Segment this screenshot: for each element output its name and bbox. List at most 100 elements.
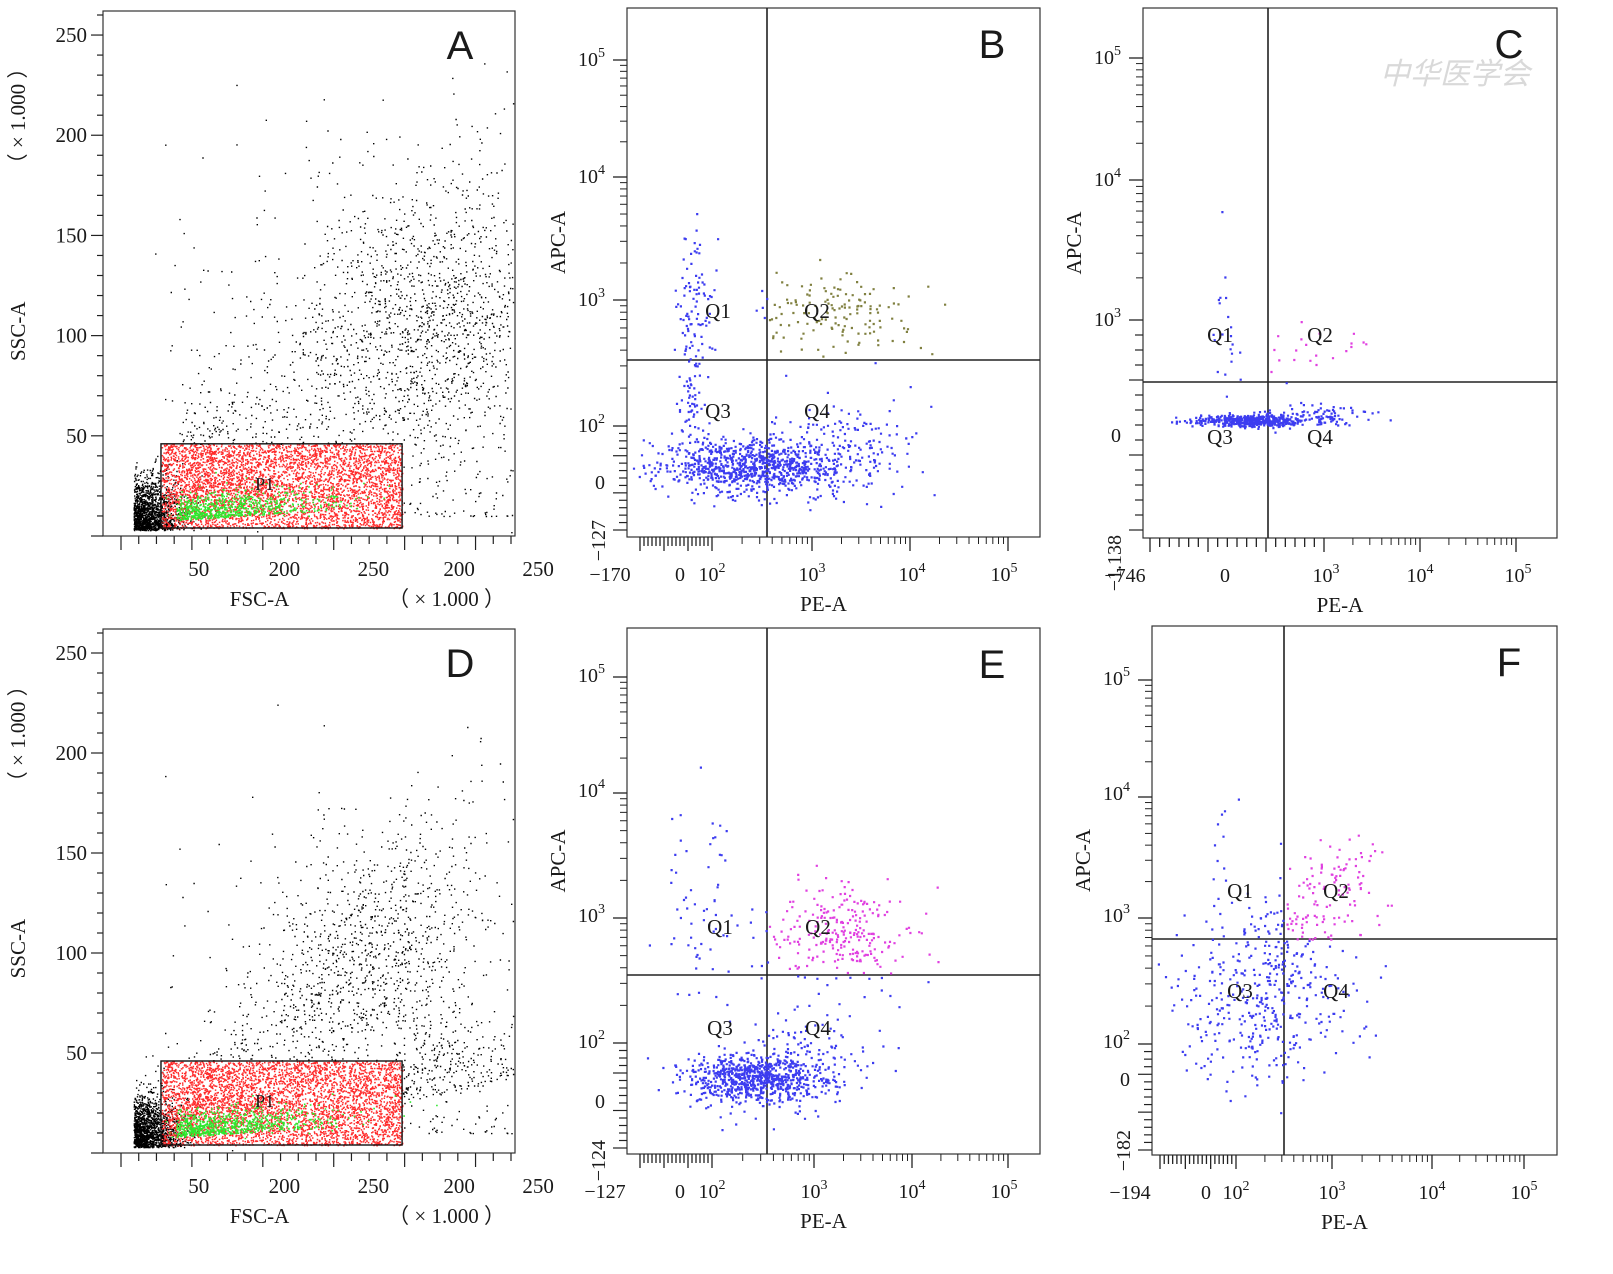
events-q2 (1270, 321, 1368, 374)
x-tick-label: 103 (801, 1178, 828, 1203)
plot-frame (626, 7, 1041, 538)
events-gated (161, 1061, 404, 1147)
quadrant-label-q2: Q2 (805, 915, 831, 939)
y-tick-label: −182 (1113, 1130, 1135, 1171)
x-axis-ticks (120, 536, 512, 550)
y-tick-label: 200 (56, 741, 88, 765)
axis-ticks (1138, 679, 1525, 1169)
y-tick-label: 0 (595, 472, 605, 494)
x-tick-label: 102 (699, 1178, 726, 1203)
y-tick-label: 105 (1103, 665, 1130, 690)
x-tick-label: 50 (188, 1174, 209, 1198)
quadrant-label-q3: Q3 (707, 1016, 733, 1040)
x-tick-label: 250 (522, 557, 554, 581)
x-axis-label: PE-A (800, 592, 848, 616)
watermark: 中华医学会 (1380, 57, 1533, 92)
y-axis-label: APC-A (1062, 211, 1086, 275)
x-tick-label: 105 (991, 1178, 1018, 1203)
scatter-points (632, 213, 947, 512)
x-tick-label: −194 (1109, 1182, 1150, 1204)
y-tick-label: 50 (66, 1041, 87, 1065)
x-axis-label: PE-A (1321, 1210, 1369, 1234)
axis-ticks (613, 59, 1009, 551)
axis-ticks (1129, 57, 1517, 552)
quadrant-label-q2: Q2 (1323, 879, 1349, 903)
y-scale-note: （ × 1.000 ） (6, 58, 30, 175)
x-tick-label: 200 (269, 557, 301, 581)
events-q1 (648, 766, 770, 973)
quadrant-label-q1: Q1 (1207, 323, 1233, 347)
events-black (133, 704, 515, 1152)
gate-label: P1 (255, 474, 274, 494)
y-tick-label: 0 (1111, 425, 1121, 447)
scatter-points (646, 766, 940, 1132)
events-q4 (767, 975, 930, 1131)
x-tick-label: 0 (1220, 565, 1230, 587)
plot-frame (102, 628, 516, 1154)
plot-frame (626, 627, 1041, 1155)
plot-frame (102, 10, 516, 537)
x-tick-label: 102 (699, 561, 726, 586)
y-tick-label: 0 (595, 1091, 605, 1113)
x-axis-label: PE-A (800, 1209, 848, 1233)
x-tick-label: −746 (1104, 565, 1145, 587)
panel-label: D (446, 642, 475, 686)
y-axis-ticks (91, 14, 103, 537)
panel-label: C (1495, 23, 1524, 67)
scatter-points (133, 704, 515, 1152)
quadrant-label-q1: Q1 (705, 299, 731, 323)
gate-p1 (160, 1060, 403, 1146)
y-tick-label: −124 (588, 1140, 610, 1181)
y-tick-label: 50 (66, 424, 87, 448)
y-tick-label: 103 (578, 286, 605, 311)
y-tick-label: −127 (588, 520, 610, 561)
y-tick-label: 105 (578, 662, 605, 687)
plot-frame (1142, 7, 1558, 539)
events-q3 (632, 360, 770, 508)
events-q2 (768, 258, 947, 358)
events-subset (165, 471, 390, 522)
scatter-points (1157, 798, 1393, 1115)
x-tick-label: 103 (1313, 562, 1340, 587)
events-q3 (1171, 395, 1271, 430)
x-tick-label: 104 (1419, 1179, 1446, 1204)
events-q1 (1175, 798, 1285, 941)
y-tick-label: 103 (1094, 306, 1121, 331)
x-tick-label: 50 (188, 557, 209, 581)
quadrant-label-q3: Q3 (705, 399, 731, 423)
y-tick-label: −1.138 (1104, 535, 1126, 591)
y-tick-label: 105 (1094, 44, 1121, 69)
panel-label: F (1497, 641, 1521, 685)
x-tick-label: 250 (358, 1174, 390, 1198)
x-tick-label: 0 (675, 564, 685, 586)
x-axis-ticks (120, 1153, 512, 1167)
x-tick-label: 104 (899, 1178, 926, 1203)
quadrant-label-q2: Q2 (1307, 323, 1333, 347)
y-tick-label: 150 (56, 841, 88, 865)
events-q3 (1157, 940, 1287, 1115)
x-tick-label: 105 (1511, 1179, 1538, 1204)
y-tick-label: 250 (56, 23, 88, 47)
x-tick-label: −127 (584, 1181, 625, 1203)
panel-E: −127 0 102 103 104 105 −124 0 102 103 104 105 PE-A AP… (546, 627, 1041, 1233)
y-tick-label: 102 (578, 412, 605, 437)
scatter-points (1171, 211, 1392, 434)
x-tick-label: 105 (1505, 562, 1532, 587)
y-tick-label: 102 (1103, 1028, 1130, 1053)
x-tick-label: 105 (991, 561, 1018, 586)
events-q3 (646, 977, 770, 1132)
quadrant-label-q4: Q4 (1307, 425, 1333, 449)
quadrant-label-q3: Q3 (1227, 979, 1253, 1003)
scatter-points (133, 63, 515, 534)
x-tick-label: 103 (1319, 1179, 1346, 1204)
x-tick-label: 200 (269, 1174, 301, 1198)
x-tick-label: 102 (1223, 1179, 1250, 1204)
y-tick-label: 200 (56, 123, 88, 147)
y-axis-label: APC-A (1071, 828, 1095, 892)
panel-label: B (979, 23, 1006, 67)
y-tick-label: 100 (56, 324, 88, 348)
y-axis-label: APC-A (546, 829, 570, 893)
panel-F: −194 0 102 103 104 105 −182 0 102 103 104 105 PE-A AP… (1071, 625, 1558, 1234)
x-tick-label: 250 (358, 557, 390, 581)
